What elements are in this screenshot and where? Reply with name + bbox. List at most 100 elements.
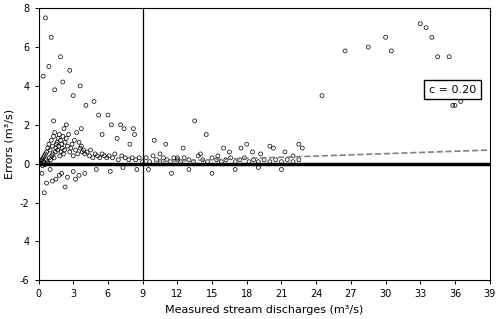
- Point: [388, 48, 396, 54]
- Point: [149, 153, 157, 159]
- Point: [46, 155, 54, 160]
- Point: [49, 152, 57, 157]
- Point: [60, 147, 68, 152]
- Point: [89, 155, 97, 160]
- Point: [448, 103, 456, 108]
- Point: [248, 149, 256, 154]
- Point: [190, 159, 198, 164]
- Point: [53, 140, 61, 145]
- Point: [54, 136, 62, 141]
- Point: [59, 134, 67, 139]
- Point: [120, 126, 128, 131]
- Point: [318, 93, 326, 98]
- Point: [132, 157, 140, 162]
- Point: [64, 175, 72, 180]
- Point: [81, 171, 89, 176]
- Point: [445, 54, 453, 59]
- Point: [208, 171, 216, 176]
- Point: [76, 83, 84, 88]
- Point: [38, 163, 46, 168]
- Point: [50, 134, 58, 139]
- Point: [434, 54, 442, 59]
- Point: [43, 159, 51, 164]
- Point: [260, 157, 268, 162]
- Point: [237, 145, 245, 151]
- Point: [58, 145, 66, 151]
- Point: [69, 169, 77, 174]
- Point: [295, 142, 303, 147]
- Point: [130, 132, 138, 137]
- Point: [42, 152, 50, 157]
- Point: [42, 181, 50, 186]
- Point: [78, 126, 86, 131]
- Point: [42, 157, 50, 162]
- Point: [266, 159, 274, 164]
- Point: [91, 152, 99, 157]
- Point: [382, 35, 390, 40]
- Point: [60, 152, 68, 157]
- Point: [68, 142, 76, 147]
- Point: [190, 118, 198, 123]
- Point: [39, 155, 47, 160]
- Point: [86, 153, 94, 159]
- Point: [50, 155, 58, 160]
- Point: [428, 35, 436, 40]
- Point: [104, 113, 112, 118]
- Point: [163, 157, 171, 162]
- Point: [416, 21, 424, 26]
- Y-axis label: Errors (m³/s): Errors (m³/s): [4, 109, 14, 179]
- Point: [94, 153, 102, 159]
- Point: [96, 155, 104, 160]
- Point: [119, 165, 127, 170]
- Point: [142, 155, 150, 160]
- Point: [56, 153, 64, 159]
- Point: [48, 179, 56, 184]
- Point: [52, 142, 60, 147]
- Point: [94, 113, 102, 118]
- Point: [61, 184, 69, 189]
- Point: [48, 153, 56, 159]
- Point: [46, 167, 54, 172]
- Point: [118, 153, 126, 159]
- Point: [98, 152, 106, 157]
- Point: [100, 153, 108, 159]
- X-axis label: Measured stream discharges (m³/s): Measured stream discharges (m³/s): [165, 305, 363, 315]
- Point: [69, 153, 77, 159]
- Point: [38, 157, 46, 162]
- Point: [144, 167, 152, 172]
- Point: [41, 162, 49, 167]
- Point: [289, 153, 297, 159]
- Point: [199, 157, 207, 162]
- Point: [122, 155, 130, 160]
- Point: [166, 159, 174, 164]
- Point: [133, 167, 141, 172]
- Point: [58, 171, 66, 176]
- Point: [56, 138, 64, 143]
- Point: [92, 167, 100, 172]
- Point: [64, 132, 72, 137]
- Point: [111, 152, 119, 157]
- Point: [81, 152, 89, 157]
- Point: [50, 130, 58, 135]
- Point: [135, 155, 143, 160]
- Point: [226, 149, 234, 154]
- Point: [54, 144, 62, 149]
- Point: [422, 25, 430, 30]
- Point: [250, 157, 258, 162]
- Point: [103, 155, 111, 160]
- Point: [76, 145, 84, 151]
- Point: [83, 149, 91, 154]
- Point: [56, 173, 64, 178]
- Point: [180, 155, 188, 160]
- Point: [272, 157, 280, 162]
- Point: [42, 149, 50, 154]
- Point: [48, 144, 56, 149]
- Point: [204, 159, 212, 164]
- Point: [40, 153, 48, 159]
- Point: [45, 142, 53, 147]
- Point: [220, 145, 228, 151]
- Point: [185, 167, 193, 172]
- Point: [218, 159, 226, 164]
- Point: [80, 147, 88, 152]
- Point: [170, 155, 178, 160]
